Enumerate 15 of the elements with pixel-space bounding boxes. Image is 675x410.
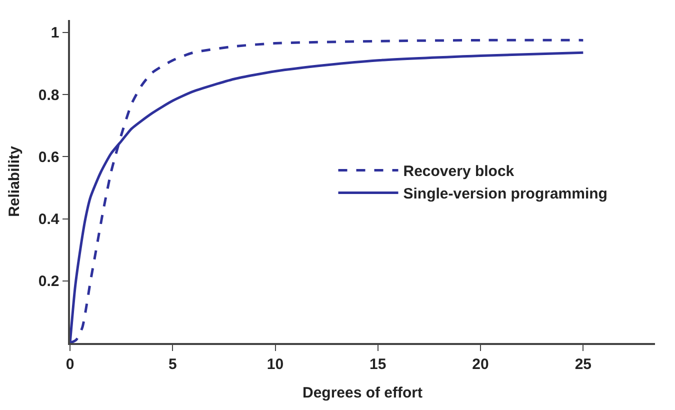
y-axis-title: Reliability <box>6 145 24 217</box>
y-tick-label: 0.4 <box>38 211 60 228</box>
x-axis-title: Degrees of effort <box>302 384 423 402</box>
y-tick-label: 0.8 <box>38 86 60 104</box>
y-tick-label: 0.6 <box>38 148 60 166</box>
x-tick-label: 5 <box>168 356 177 373</box>
legend-label: Recovery block <box>403 163 515 180</box>
x-tick-label: 20 <box>472 356 489 373</box>
y-tick-label: 1 <box>50 24 60 42</box>
x-tick-label: 25 <box>574 356 592 373</box>
x-tick-label: 10 <box>266 356 284 373</box>
y-tick-label: 0.2 <box>38 273 60 290</box>
legend-label: Single-version programming <box>403 186 608 203</box>
x-tick-label: 15 <box>370 356 386 373</box>
x-tick-label: 0 <box>66 356 74 373</box>
